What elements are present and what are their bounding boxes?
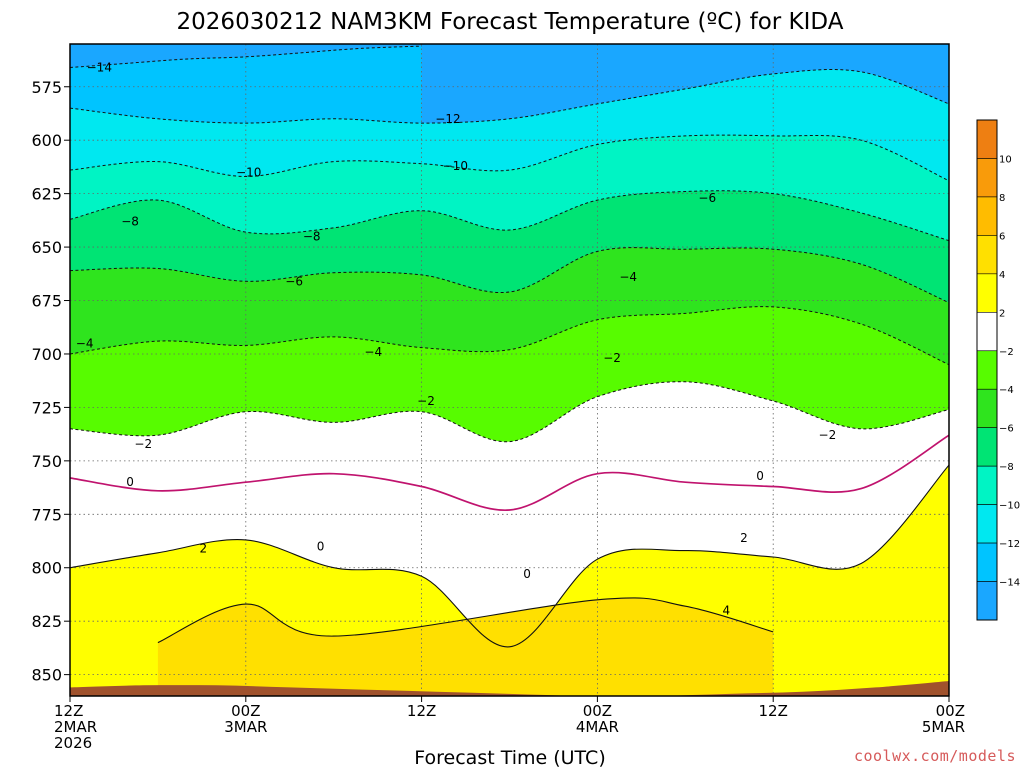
x-tick-label: 12Z — [759, 702, 788, 720]
x-tick-label: 12Z — [407, 702, 436, 720]
contour-label: −2 — [603, 351, 621, 365]
colorbar-swatch — [976, 235, 998, 275]
x-tick-label: 00Z — [936, 702, 965, 720]
plot-area: −14 −12 −10 −10 −8 −8 −6 −6 −4 −4 −4 −2 −2 −2 −2 0 0 0 0 2 2… — [70, 44, 949, 696]
colorbar-swatch — [976, 119, 998, 159]
y-tick-label: 575 — [31, 78, 62, 97]
y-tick-label: 825 — [31, 612, 62, 631]
colorbar-swatch — [976, 273, 998, 313]
contour-label: −4 — [364, 345, 382, 359]
temperature-fill-bands — [70, 44, 949, 696]
isotherm-minus4 — [70, 306, 949, 366]
y-tick-label: 625 — [31, 185, 62, 204]
colorbar-label: −6 — [999, 424, 1014, 435]
contour-label: −8 — [303, 229, 321, 243]
colorbar-swatch — [976, 196, 998, 236]
contour-label: 0 — [523, 567, 531, 581]
colorbar-swatch — [976, 350, 998, 390]
colorbar-swatch — [976, 465, 998, 505]
y-tick-label: 750 — [31, 452, 62, 471]
credit-text: coolwx.com/models — [854, 747, 1016, 765]
isotherm-minus10 — [70, 134, 949, 182]
contour-label: 4 — [722, 603, 730, 617]
x-tick-label: 12Z — [54, 702, 83, 720]
colorbar-label: −2 — [999, 347, 1014, 358]
y-tick-label: 725 — [31, 398, 62, 417]
y-tick-label: 700 — [31, 345, 62, 364]
colorbar-label: 10 — [999, 154, 1012, 165]
isotherm-minus12 — [70, 69, 949, 124]
x-tick-label: 3MAR — [224, 718, 267, 736]
contour-label: −6 — [698, 191, 716, 205]
colorbar-label: 2 — [999, 308, 1005, 319]
contour-label: −2 — [417, 394, 435, 408]
contour-label: −10 — [443, 159, 468, 173]
colorbar-swatch — [976, 427, 998, 467]
contour-label: −2 — [134, 437, 152, 451]
isotherm-minus8 — [70, 190, 949, 242]
x-tick-label: 00Z — [231, 702, 260, 720]
contour-label: −4 — [619, 270, 637, 284]
x-axis-title: Forecast Time (UTC) — [414, 747, 605, 768]
x-tick-label: 4MAR — [576, 718, 619, 736]
isotherm-4 — [157, 597, 774, 644]
colorbar-swatch — [976, 504, 998, 544]
colorbar-label: −10 — [999, 501, 1020, 512]
band-above-4 — [157, 597, 774, 696]
isotherm-0 — [70, 434, 949, 511]
contour-label: −8 — [121, 214, 139, 228]
colorbar-swatch — [976, 542, 998, 582]
x-tick-label: 5MAR — [922, 718, 965, 736]
x-tick-label: 2MAR — [54, 718, 97, 736]
y-tick-label: 675 — [31, 292, 62, 311]
colorbar-label: 8 — [999, 193, 1005, 204]
contour-label: −4 — [76, 336, 94, 350]
colorbar-label: −4 — [999, 385, 1014, 396]
isotherm-minus2 — [70, 381, 949, 443]
contour-label: −12 — [435, 112, 460, 126]
color-scale-legend: 10 8 6 4 2 −2 −4 −6 −8 −10 −12 −14 — [976, 119, 1020, 621]
plot-frame — [69, 43, 950, 697]
colorbar-label: −8 — [999, 462, 1014, 473]
contour-label: 0 — [317, 539, 325, 553]
surface-terrain — [70, 681, 949, 696]
contour-label: −2 — [819, 428, 837, 442]
colorbar-swatch — [976, 158, 998, 198]
y-tick-label: 775 — [31, 505, 62, 524]
y-axis: 575 600 625 650 675 700 725 750 775 800 825 850 — [31, 78, 70, 685]
colorbar-swatch — [976, 312, 998, 352]
colorbar-label: −14 — [999, 578, 1020, 589]
x-tick-label: 2026 — [54, 734, 92, 752]
contour-label: 0 — [756, 469, 764, 483]
y-tick-label: 650 — [31, 238, 62, 257]
colorbar-frame — [976, 119, 998, 621]
x-tick-label: 00Z — [583, 702, 612, 720]
contour-label: −6 — [285, 274, 303, 288]
contour-lines — [70, 45, 949, 648]
contour-label: 2 — [740, 531, 748, 545]
contour-labels: −14 −12 −10 −10 −8 −8 −6 −6 −4 −4 −4 −2 −2 −2 −2 0 0 0 0 2 2… — [76, 61, 836, 618]
grid-lines — [70, 44, 949, 696]
colorbar-label: −12 — [999, 539, 1020, 550]
contour-label: −10 — [236, 165, 261, 179]
isotherm-minus14 — [70, 45, 422, 68]
contour-label: 2 — [199, 541, 207, 555]
colorbar-swatch — [976, 388, 998, 428]
chart-title: 2026030212 NAM3KM Forecast Temperature (… — [177, 9, 844, 35]
colorbar-swatch — [976, 581, 998, 621]
colorbar-label: 6 — [999, 231, 1005, 242]
y-tick-label: 850 — [31, 666, 62, 685]
colorbar-label: 4 — [999, 270, 1005, 281]
isotherm-2 — [70, 464, 949, 648]
contour-label: 0 — [126, 475, 134, 489]
y-tick-label: 600 — [31, 131, 62, 150]
contour-label: −14 — [87, 61, 112, 75]
y-tick-label: 800 — [31, 559, 62, 578]
